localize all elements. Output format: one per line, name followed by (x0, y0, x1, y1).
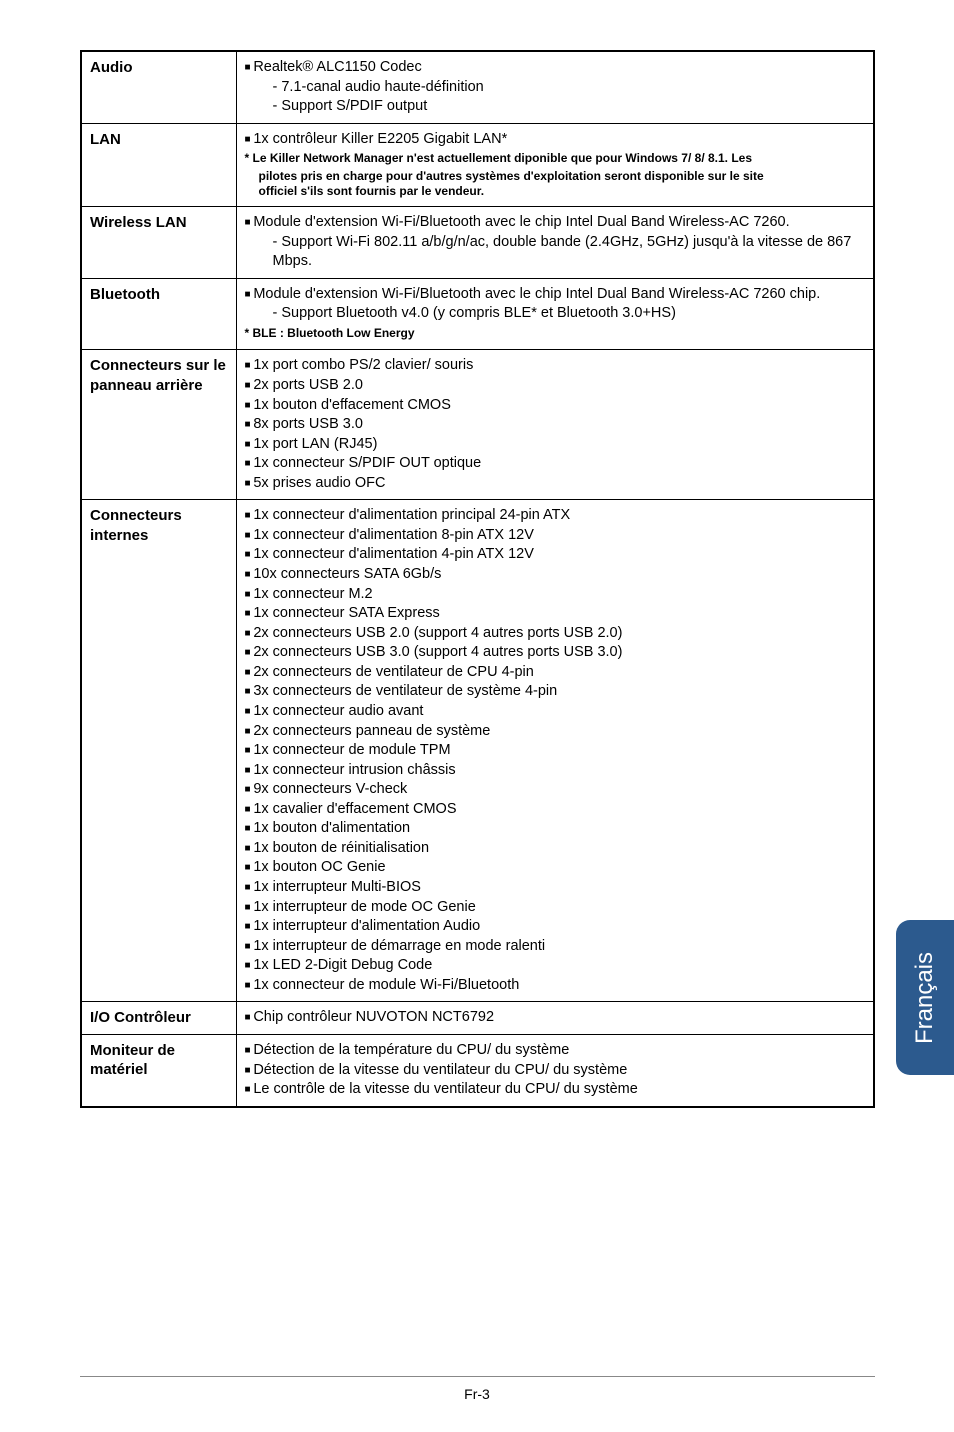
table-row: I/O Contrôleur Chip contrôleur NUVOTON NC… (81, 1002, 874, 1035)
sub-item: Support Bluetooth v4.0 (y compris BLE* e… (245, 304, 866, 324)
footnote: officiel s'ils sont fournis par le vende… (245, 184, 866, 200)
row-label: Connecteurs internes (81, 500, 236, 1002)
bullet-item: 1x interrupteur Multi-BIOS (245, 878, 866, 898)
bullet-item: 1x interrupteur de démarrage en mode ral… (245, 937, 866, 957)
row-label: Connecteurs sur le panneau arrière (81, 350, 236, 500)
page-number: Fr-3 (0, 1386, 954, 1402)
table-row: Wireless LAN Module d'extension Wi-Fi/Blu… (81, 207, 874, 279)
bullet-item: 9x connecteurs V-check (245, 780, 866, 800)
row-content: 1x contrôleur Killer E2205 Gigabit LAN**… (236, 123, 874, 206)
table-row: AudioRealtek® ALC1150 Codec7.1-canal aud… (81, 51, 874, 123)
bullet-item: 1x connecteur intrusion châssis (245, 761, 866, 781)
row-label: I/O Contrôleur (81, 1002, 236, 1035)
bullet-item: 1x port LAN (RJ45) (245, 435, 866, 455)
bullet-item: Chip contrôleur NUVOTON NCT6792 (245, 1008, 866, 1028)
bullet-item: 1x connecteur audio avant (245, 702, 866, 722)
row-label: Audio (81, 51, 236, 123)
row-content: Realtek® ALC1150 Codec7.1-canal audio ha… (236, 51, 874, 123)
footnote: pilotes pris en charge pour d'autres sys… (245, 169, 866, 185)
bullet-item: Module d'extension Wi-Fi/Bluetooth avec … (245, 285, 866, 305)
sub-item: Support S/PDIF output (245, 97, 866, 117)
bullet-item: 2x connecteurs USB 3.0 (support 4 autres… (245, 643, 866, 663)
table-row: LAN1x contrôleur Killer E2205 Gigabit LA… (81, 123, 874, 206)
bullet-item: Détection de la température du CPU/ du s… (245, 1041, 866, 1061)
bullet-item: 1x LED 2-Digit Debug Code (245, 956, 866, 976)
bullet-item: 1x interrupteur de mode OC Genie (245, 898, 866, 918)
row-content: Module d'extension Wi-Fi/Bluetooth avec … (236, 278, 874, 350)
sub-item: Support Wi-Fi 802.11 a/b/g/n/ac, double … (245, 233, 866, 272)
bullet-item: 1x connecteur d'alimentation 4-pin ATX 1… (245, 545, 866, 565)
language-tab: Français (896, 920, 954, 1075)
row-content: 1x port combo PS/2 clavier/ souris2x por… (236, 350, 874, 500)
bullet-item: 1x contrôleur Killer E2205 Gigabit LAN* (245, 130, 866, 150)
bullet-item: 2x connecteurs de ventilateur de CPU 4-p… (245, 663, 866, 683)
bullet-item: 1x port combo PS/2 clavier/ souris (245, 356, 866, 376)
row-label: Bluetooth (81, 278, 236, 350)
bullet-item: Le contrôle de la vitesse du ventilateur… (245, 1080, 866, 1100)
row-label: Moniteur de matériel (81, 1034, 236, 1106)
bullet-item: Module d'extension Wi-Fi/Bluetooth avec … (245, 213, 866, 233)
bullet-item: 5x prises audio OFC (245, 474, 866, 494)
bullet-item: 1x connecteur SATA Express (245, 604, 866, 624)
table-row: Moniteur de matériel Détection de la temp… (81, 1034, 874, 1106)
bullet-item: 1x connecteur d'alimentation principal 2… (245, 506, 866, 526)
sub-item: 7.1-canal audio haute-définition (245, 78, 866, 98)
footer-rule (80, 1376, 875, 1377)
bullet-item: 1x interrupteur d'alimentation Audio (245, 917, 866, 937)
bullet-item: 1x connecteur S/PDIF OUT optique (245, 454, 866, 474)
bullet-item: 1x bouton d'effacement CMOS (245, 396, 866, 416)
row-content: 1x connecteur d'alimentation principal 2… (236, 500, 874, 1002)
row-content: Chip contrôleur NUVOTON NCT6792 (236, 1002, 874, 1035)
bullet-item: 1x bouton OC Genie (245, 858, 866, 878)
bullet-item: 8x ports USB 3.0 (245, 415, 866, 435)
bullet-item: 2x connecteurs panneau de système (245, 722, 866, 742)
bullet-item: 3x connecteurs de ventilateur de système… (245, 682, 866, 702)
bullet-item: 10x connecteurs SATA 6Gb/s (245, 565, 866, 585)
bullet-item: 1x connecteur M.2 (245, 585, 866, 605)
bullet-item: 1x connecteur de module TPM (245, 741, 866, 761)
row-content: Détection de la température du CPU/ du s… (236, 1034, 874, 1106)
bullet-item: 1x connecteur de module Wi-Fi/Bluetooth (245, 976, 866, 996)
footnote: * BLE : Bluetooth Low Energy (245, 326, 415, 340)
bullet-item: 1x bouton d'alimentation (245, 819, 866, 839)
table-row: Connecteurs sur le panneau arrière1x por… (81, 350, 874, 500)
footnote: * Le Killer Network Manager n'est actuel… (245, 151, 753, 165)
table-row: Bluetooth Module d'extension Wi-Fi/Blueto… (81, 278, 874, 350)
row-label: LAN (81, 123, 236, 206)
row-content: Module d'extension Wi-Fi/Bluetooth avec … (236, 207, 874, 279)
bullet-item: 1x cavalier d'effacement CMOS (245, 800, 866, 820)
bullet-item: 1x connecteur d'alimentation 8-pin ATX 1… (245, 526, 866, 546)
bullet-item: 1x bouton de réinitialisation (245, 839, 866, 859)
bullet-item: Détection de la vitesse du ventilateur d… (245, 1061, 866, 1081)
table-row: Connecteurs internes 1x connecteur d'alim… (81, 500, 874, 1002)
bullet-item: 2x ports USB 2.0 (245, 376, 866, 396)
bullet-item: 2x connecteurs USB 2.0 (support 4 autres… (245, 624, 866, 644)
row-label: Wireless LAN (81, 207, 236, 279)
spec-table: AudioRealtek® ALC1150 Codec7.1-canal aud… (80, 50, 875, 1108)
language-label: Français (911, 951, 939, 1043)
bullet-item: Realtek® ALC1150 Codec (245, 58, 866, 78)
